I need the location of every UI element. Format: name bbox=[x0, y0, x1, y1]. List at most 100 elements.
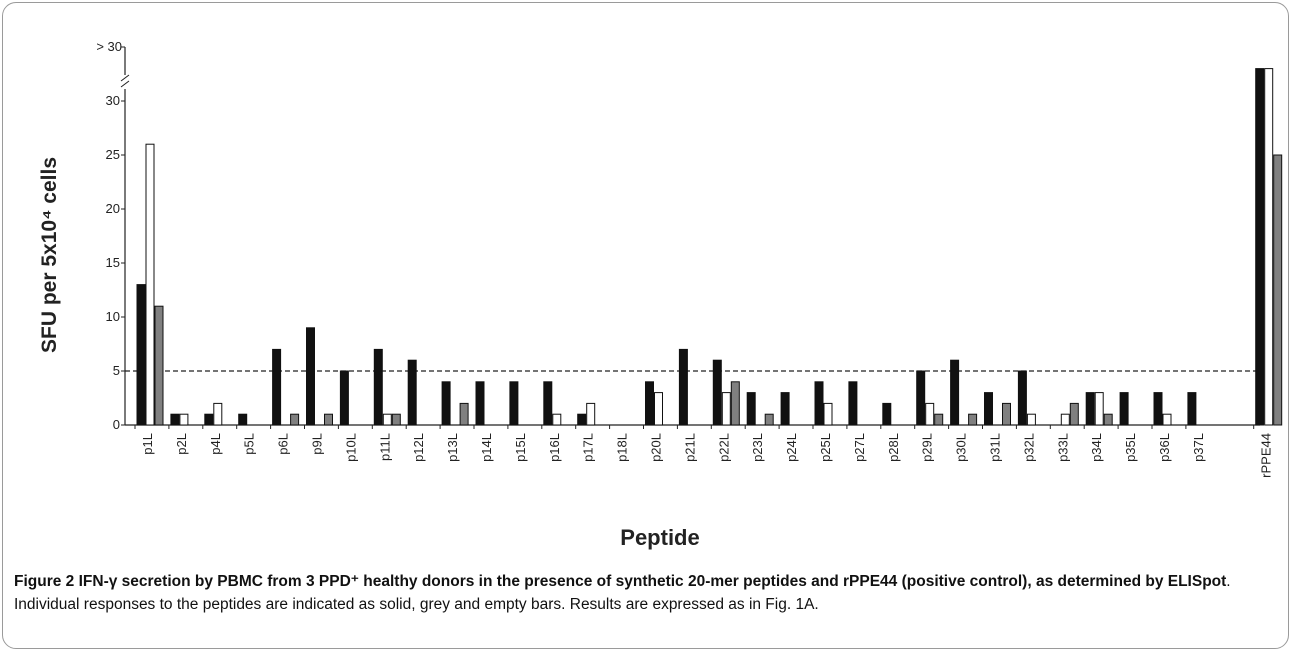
x-tick-label: p37L bbox=[1191, 433, 1206, 462]
x-tick-label: p4L bbox=[208, 433, 223, 455]
x-tick-label: p21L bbox=[682, 433, 697, 462]
bar bbox=[950, 359, 960, 426]
bar bbox=[154, 305, 164, 426]
bar bbox=[1119, 392, 1129, 426]
caption: Figure 2 IFN-γ secretion by PBMC from 3 … bbox=[14, 570, 1279, 616]
bar bbox=[459, 402, 469, 426]
bar bbox=[730, 381, 740, 426]
bar bbox=[1069, 402, 1079, 426]
y-tick-label: 0 bbox=[113, 417, 120, 432]
x-tick-label: p9L bbox=[310, 433, 325, 455]
x-tick-label: p1L bbox=[140, 433, 155, 455]
y-axis-label: SFU per 5x10⁴ cells bbox=[38, 157, 61, 353]
bar bbox=[764, 413, 774, 426]
axis-break bbox=[120, 74, 130, 88]
bar bbox=[654, 392, 663, 426]
bar bbox=[780, 392, 790, 426]
x-tick-label: rPPE44 bbox=[1259, 433, 1274, 478]
bar bbox=[543, 381, 553, 426]
caption-label: Figure 2 bbox=[14, 573, 75, 590]
caption-title: IFN-γ secretion by PBMC from 3 PPD⁺ heal… bbox=[78, 573, 1227, 590]
bar bbox=[823, 402, 833, 426]
bar bbox=[814, 381, 824, 426]
y-tick-label: 30 bbox=[106, 93, 120, 108]
x-tick-label: p28L bbox=[886, 433, 901, 462]
x-tick-label: p31L bbox=[988, 433, 1003, 462]
bar bbox=[204, 413, 214, 426]
bar bbox=[179, 413, 189, 426]
bar bbox=[272, 348, 282, 426]
bar bbox=[441, 381, 451, 426]
bar bbox=[1094, 392, 1104, 426]
bar bbox=[391, 413, 401, 426]
bar bbox=[1162, 413, 1172, 426]
x-tick-label: p12L bbox=[411, 433, 426, 462]
x-axis-label: Peptide bbox=[620, 525, 699, 550]
bar bbox=[324, 413, 333, 426]
x-tick-label: p2L bbox=[174, 433, 189, 455]
x-tick-label: p20L bbox=[649, 433, 664, 462]
x-tick-label: p36L bbox=[1157, 433, 1172, 462]
bar bbox=[934, 413, 944, 426]
y-tick-label: 10 bbox=[106, 309, 120, 324]
x-tick-label: p13L bbox=[445, 433, 460, 462]
caption-text: . Individual responses to the peptides a… bbox=[14, 573, 1231, 613]
bar bbox=[1153, 392, 1163, 426]
bar bbox=[586, 402, 596, 426]
x-tick-label: p25L bbox=[818, 433, 833, 462]
bar bbox=[712, 359, 722, 426]
x-tick-label: p22L bbox=[716, 433, 731, 462]
bar bbox=[577, 413, 587, 426]
y-tick-label: 5 bbox=[113, 363, 120, 378]
x-tick-label: p6L bbox=[276, 433, 291, 455]
x-tick-label: p17L bbox=[581, 433, 596, 462]
y-tick-label: 15 bbox=[106, 255, 120, 270]
chart: SFU per 5x10⁴ cells Peptide 0 5 10 15 20 25 30… bbox=[38, 39, 1283, 550]
bar bbox=[509, 381, 519, 426]
bar bbox=[916, 370, 926, 426]
bar bbox=[306, 327, 315, 426]
bar bbox=[339, 370, 349, 426]
x-tick-label: p33L bbox=[1055, 433, 1070, 462]
x-tick-label: p29L bbox=[920, 433, 935, 462]
bar bbox=[136, 284, 146, 426]
x-tick-label: p34L bbox=[1089, 433, 1104, 462]
bar bbox=[373, 348, 383, 426]
bar bbox=[170, 413, 180, 426]
bar bbox=[721, 392, 731, 426]
x-tick-label: p23L bbox=[750, 433, 765, 462]
bar bbox=[1002, 402, 1011, 426]
bar bbox=[678, 348, 688, 426]
bar bbox=[475, 381, 485, 426]
bar bbox=[645, 381, 654, 426]
y-tick-label: > 30 bbox=[96, 39, 122, 54]
bar bbox=[552, 413, 562, 426]
x-tick-label: p14L bbox=[479, 433, 494, 462]
bar bbox=[290, 413, 300, 426]
y-tick-label: 25 bbox=[106, 147, 120, 162]
x-tick-label: p16L bbox=[547, 433, 562, 462]
bar bbox=[968, 413, 978, 426]
bar bbox=[925, 402, 935, 426]
bar bbox=[1060, 413, 1070, 426]
bar bbox=[1264, 68, 1274, 426]
bar bbox=[882, 402, 892, 426]
bar bbox=[145, 143, 155, 426]
x-tick-label: p5L bbox=[242, 433, 257, 455]
bar bbox=[746, 392, 756, 426]
bar bbox=[984, 392, 993, 426]
x-tick-label: p10L bbox=[343, 433, 358, 462]
y-tick-label: 20 bbox=[106, 201, 120, 216]
x-tick-label: p18L bbox=[615, 433, 630, 462]
x-tick-label: p35L bbox=[1123, 433, 1138, 462]
bar bbox=[382, 413, 392, 426]
x-tick-label: p11L bbox=[377, 433, 392, 461]
x-tick-label: p30L bbox=[954, 433, 969, 462]
x-tick-label: p27L bbox=[852, 433, 867, 462]
bar bbox=[1085, 392, 1095, 426]
bar bbox=[238, 413, 248, 426]
bar bbox=[1255, 68, 1265, 426]
x-tick-label: p32L bbox=[1021, 433, 1036, 462]
